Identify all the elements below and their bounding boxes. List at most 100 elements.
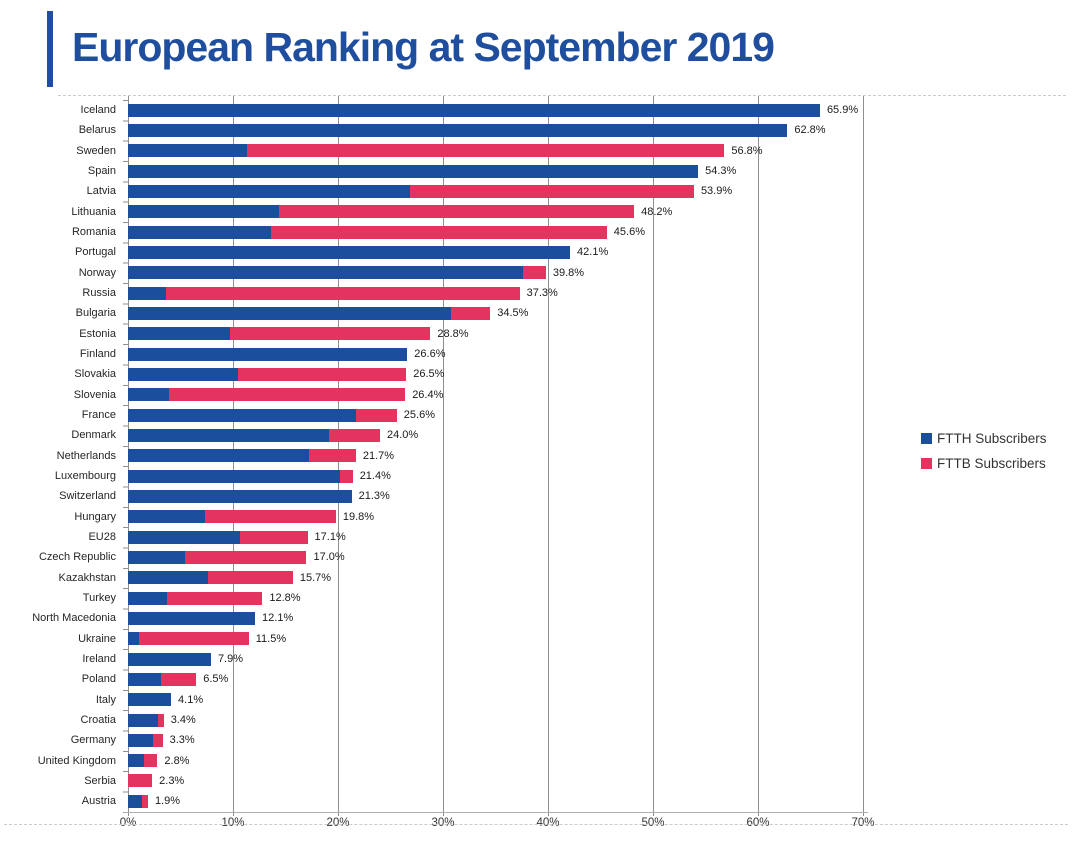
ftth-bar-segment [128, 388, 169, 402]
fttb-bar-segment [138, 632, 249, 646]
bar-track: 65.9% [128, 103, 1072, 117]
page-title: European Ranking at September 2019 [72, 24, 775, 70]
category-label: Italy [95, 693, 116, 706]
bar-row: Spain 54.3% [0, 161, 1072, 181]
fttb-bar-segment [143, 754, 158, 768]
bar-row: Slovenia 26.4% [0, 385, 1072, 405]
bar-row: Sweden 56.8% [0, 141, 1072, 161]
bar-row: Hungary 19.8% [0, 507, 1072, 527]
fttb-bar-segment [166, 591, 263, 605]
category-label: Romania [71, 226, 116, 239]
legend-item-ftth: FTTH Subscribers [921, 431, 1047, 446]
category-label: Switzerland [59, 490, 116, 503]
fttb-bar-segment [410, 184, 694, 198]
legend-item-fttb: FTTB Subscribers [921, 456, 1047, 471]
fttb-bar-segment [141, 794, 148, 808]
gridline-60 [758, 96, 759, 816]
category-label: North Macedonia [32, 612, 116, 625]
fttb-bar-segment [184, 550, 307, 564]
bar-row: Romania 45.6% [0, 222, 1072, 242]
ftth-bar-segment [128, 530, 241, 544]
bar-track: 2.3% [128, 774, 1072, 788]
ftth-bar-segment [128, 591, 167, 605]
category-label: Kazakhstan [58, 571, 116, 584]
bar-track: 54.3% [128, 164, 1072, 178]
ftth-bar-segment [128, 794, 142, 808]
ftth-bar-segment [128, 184, 411, 198]
fttb-bar-segment [270, 225, 607, 239]
category-label: Netherlands [56, 449, 116, 462]
fttb-bar-segment [240, 530, 308, 544]
bar-row: Poland 6.5% [0, 669, 1072, 689]
value-label: 1.9% [154, 795, 181, 808]
bar-track: 45.6% [128, 225, 1072, 239]
value-label: 45.6% [613, 226, 645, 239]
x-tick-label: 10% [221, 817, 245, 829]
gridline-30 [443, 96, 444, 816]
x-tick-label: 60% [746, 817, 770, 829]
bar-chart: Iceland 65.9% Belarus 62.8% Sweden 56.8% Spain… [0, 96, 1072, 816]
ftth-bar-segment [128, 347, 408, 361]
bar-row: Germany 3.3% [0, 730, 1072, 750]
fttb-bar-segment [340, 469, 353, 483]
category-label: Estonia [79, 327, 116, 340]
ftth-bar-segment [128, 225, 271, 239]
category-label: Slovakia [74, 368, 116, 381]
bar-row: EU28 17.1% [0, 527, 1072, 547]
fttb-bar-segment [308, 449, 356, 463]
bar-track: 28.8% [128, 327, 1072, 341]
bar-track: 26.4% [128, 388, 1072, 402]
category-label: Finland [79, 348, 116, 361]
bar-row: Italy 4.1% [0, 690, 1072, 710]
fttb-bar-segment [207, 571, 293, 585]
category-label: Iceland [80, 104, 116, 117]
value-label: 25.6% [403, 409, 435, 422]
category-label: Croatia [80, 714, 116, 726]
ftth-bar-segment [128, 327, 230, 341]
fttb-bar-segment [128, 774, 153, 788]
category-label: Russia [82, 287, 116, 300]
ftth-bar-segment [128, 367, 239, 381]
bar-row: Luxembourg 21.4% [0, 466, 1072, 486]
bar-track: 25.6% [128, 408, 1072, 422]
value-label: 2.3% [159, 774, 185, 787]
category-label: United Kingdom [37, 754, 116, 767]
ftth-legend-label: FTTH Subscribers [937, 431, 1047, 446]
category-label: Poland [81, 673, 116, 686]
bar-track: 24.0% [128, 428, 1072, 442]
category-label: Austria [81, 795, 116, 808]
bar-track: 2.8% [128, 754, 1072, 768]
ftth-bar-segment [128, 510, 205, 524]
chart-rows: Iceland 65.9% Belarus 62.8% Sweden 56.8% Spain… [0, 100, 1072, 811]
category-label: Bulgaria [75, 307, 116, 320]
bar-track: 48.2% [128, 205, 1072, 219]
fttb-bar-segment [165, 286, 520, 300]
bar-track: 12.1% [128, 611, 1072, 625]
bar-track: 39.8% [128, 266, 1072, 280]
ftth-bar-segment [128, 449, 309, 463]
value-label: 26.5% [413, 368, 445, 381]
fttb-bar-segment [153, 733, 163, 747]
fttb-bar-segment [238, 367, 407, 381]
x-tick-label: 20% [326, 817, 350, 829]
category-label: EU28 [88, 531, 116, 544]
bar-track: 21.3% [128, 489, 1072, 503]
category-label: Turkey [82, 592, 116, 605]
value-label: 65.9% [826, 104, 859, 117]
bar-row: Iceland 65.9% [0, 100, 1072, 120]
bar-row: Lithuania 48.2% [0, 202, 1072, 222]
x-tick-label: 0% [119, 817, 137, 829]
value-label: 2.8% [164, 754, 190, 767]
legend: FTTH Subscribers FTTB Subscribers [921, 431, 1047, 481]
value-label: 56.8% [731, 144, 763, 157]
bar-row: Czech Republic 17.0% [0, 547, 1072, 567]
value-label: 12.1% [262, 612, 294, 625]
ftth-bar-segment [128, 469, 341, 483]
fttb-bar-segment [229, 327, 431, 341]
bar-track: 17.0% [128, 550, 1072, 564]
ftth-bar-segment [128, 652, 211, 666]
category-label: Norway [78, 266, 116, 279]
value-label: 24.0% [386, 429, 419, 442]
category-label: France [81, 409, 116, 422]
